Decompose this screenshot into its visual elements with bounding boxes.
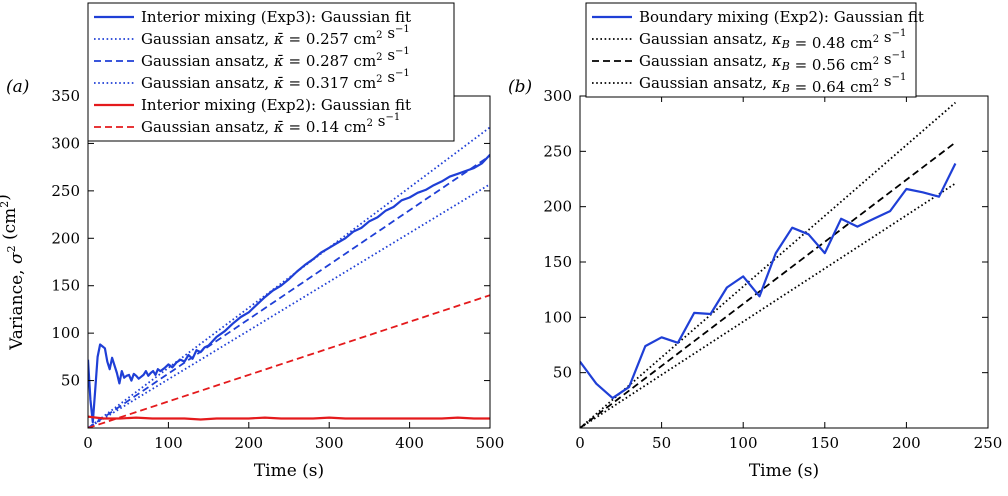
legend-entry: Gaussian ansatz, κ̄ = 0.287 cm2 s−1 <box>141 46 410 70</box>
series-line-2 <box>580 182 956 428</box>
y-axis-label: Variance, σ2 (cm2) <box>0 194 27 351</box>
legend-entry: Gaussian ansatz, κ̄ = 0.317 cm2 s−1 <box>141 68 410 92</box>
x-tick-label: 50 <box>652 434 671 452</box>
y-tick-label: 250 <box>51 182 80 200</box>
series-line-1 <box>580 163 957 400</box>
x-tick-label: 100 <box>729 434 758 452</box>
series-group <box>88 126 490 428</box>
legend-entry: Gaussian ansatz, κ̄ = 0.14 cm2 s−1 <box>141 112 400 136</box>
y-tick-label: 100 <box>543 308 572 326</box>
x-tick-label: 400 <box>395 434 424 452</box>
chart-panel-a: 0 100 200 300 400 500 50 100 150 200 250 300 350 Time… <box>0 2 505 481</box>
x-tick-label: 250 <box>974 434 1003 452</box>
x-tick-label: 300 <box>315 434 344 452</box>
y-tick-label: 100 <box>51 324 80 342</box>
x-tick-label: 0 <box>83 434 93 452</box>
y-tick-label: 200 <box>51 229 80 247</box>
legend-entry: Gaussian ansatz, κ̄ = 0.257 cm2 s−1 <box>141 24 410 48</box>
series-line-6 <box>88 294 490 428</box>
panel-label: (b) <box>508 77 532 97</box>
x-tick-label: 100 <box>154 434 183 452</box>
series-line-3 <box>88 155 490 428</box>
y-tick-label: 200 <box>543 198 572 216</box>
legend-entry: Gaussian ansatz, κB = 0.56 cm2 s−1 <box>639 50 906 74</box>
y-tick-label: 150 <box>51 277 80 295</box>
series-line-1 <box>88 154 490 424</box>
y-tick-label: 300 <box>543 87 572 105</box>
x-tick-label: 0 <box>575 434 585 452</box>
legend-box <box>585 2 917 98</box>
series-line-5 <box>88 415 490 421</box>
legend-entry: Interior mixing (Exp2): Gaussian fit <box>141 96 411 114</box>
legend-entry: Interior mixing (Exp3): Gaussian fit <box>141 8 411 26</box>
legend-entry: Gaussian ansatz, κB = 0.64 cm2 s−1 <box>639 72 906 96</box>
chart-panel-b: 0 50 100 150 200 250 50 100 150 200 250 300 Time (s)… <box>508 2 1003 481</box>
series-line-3 <box>580 141 956 428</box>
legend: Interior mixing (Exp3): Gaussian fitGaus… <box>87 2 455 142</box>
panel-label: (a) <box>6 77 29 97</box>
y-tick-label: 50 <box>61 372 80 390</box>
x-tick-label: 500 <box>476 434 505 452</box>
plot-frame <box>87 95 491 429</box>
y-tick-label: 250 <box>543 142 572 160</box>
y-tick-label: 350 <box>51 87 80 105</box>
legend-entry: Boundary mixing (Exp2): Gaussian fit <box>639 8 924 26</box>
legend: Boundary mixing (Exp2): Gaussian fit Gaus… <box>585 2 924 98</box>
x-axis-label: Time (s) <box>749 461 819 481</box>
legend-box <box>87 2 455 142</box>
y-tick-label: 50 <box>553 364 572 382</box>
y-tick-label: 300 <box>51 134 80 152</box>
series-line-2 <box>88 183 490 428</box>
x-axis-label: Time (s) <box>254 461 324 481</box>
y-tick-label: 150 <box>543 253 572 271</box>
legend-entry: Gaussian ansatz, κB = 0.48 cm2 s−1 <box>639 28 906 52</box>
x-tick-label: 150 <box>810 434 839 452</box>
x-tick-label: 200 <box>892 434 921 452</box>
x-tick-label: 200 <box>234 434 263 452</box>
plot-frame <box>579 95 989 429</box>
series-line-4 <box>580 101 956 428</box>
series-group <box>580 101 957 428</box>
